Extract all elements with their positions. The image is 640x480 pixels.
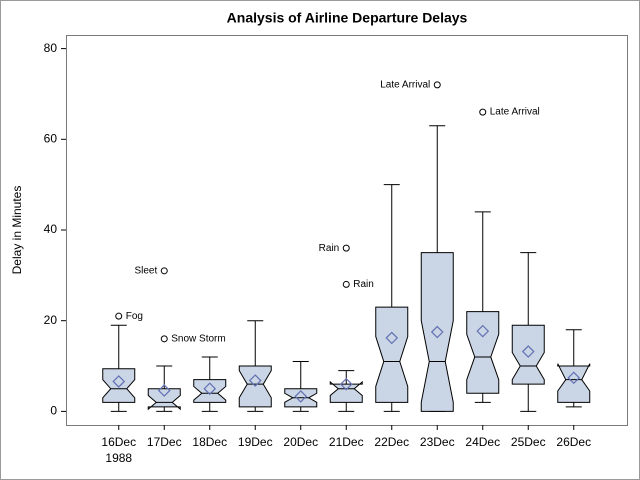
x-tick-label: 21Dec xyxy=(329,435,364,449)
mean-marker xyxy=(294,390,308,403)
x-tick-label: 18Dec xyxy=(192,435,227,449)
box xyxy=(511,324,545,385)
box xyxy=(329,380,363,403)
x-tick-label: 23Dec xyxy=(420,435,455,449)
x-tick-label: 24Dec xyxy=(465,435,500,449)
mean-marker xyxy=(248,374,262,387)
box xyxy=(193,379,227,403)
outlier-label: Rain xyxy=(353,279,374,290)
x-tick-label: 20Dec xyxy=(283,435,318,449)
outlier xyxy=(160,335,168,343)
outlier xyxy=(433,81,441,89)
mean-marker xyxy=(203,382,217,396)
box xyxy=(466,311,500,394)
outlier-label: Late Arrival xyxy=(380,80,430,91)
outlier xyxy=(342,280,350,288)
outlier xyxy=(115,312,123,320)
y-tick-label: 20 xyxy=(44,313,58,327)
x-sublabel: 1988 xyxy=(105,451,132,465)
y-axis-label: Delay in Minutes xyxy=(10,186,24,275)
box xyxy=(420,252,454,412)
x-tick-label: 22Dec xyxy=(374,435,409,449)
mean-marker xyxy=(157,384,171,397)
y-tick-label: 80 xyxy=(44,41,58,55)
outlier-label: Sleet xyxy=(134,265,157,276)
y-tick-label: 0 xyxy=(50,404,57,418)
box xyxy=(375,306,409,403)
mean-marker xyxy=(112,375,126,388)
mean-marker xyxy=(339,377,353,391)
chart-title: Analysis of Airline Departure Delays xyxy=(227,10,468,26)
outlier-label: Late Arrival xyxy=(490,107,540,118)
x-tick-label: 16Dec xyxy=(101,435,136,449)
mean-marker xyxy=(385,331,399,345)
x-tick-label: 19Dec xyxy=(238,435,273,449)
mean-marker xyxy=(567,371,581,385)
mean-marker xyxy=(430,325,444,339)
box xyxy=(102,368,136,403)
box xyxy=(147,388,181,411)
x-tick-label: 26Dec xyxy=(556,435,591,449)
outlier-label: Fog xyxy=(126,311,143,322)
mean-marker xyxy=(521,345,535,358)
outlier xyxy=(479,108,487,116)
outlier-label: Rain xyxy=(319,243,340,254)
x-tick-label: 17Dec xyxy=(147,435,182,449)
plot-area xyxy=(66,35,628,426)
x-tick-label: 25Dec xyxy=(511,435,546,449)
y-tick-label: 60 xyxy=(44,131,58,145)
outlier-label: Snow Storm xyxy=(171,333,225,344)
outlier xyxy=(160,267,168,275)
y-tick-label: 40 xyxy=(44,222,58,236)
outlier xyxy=(342,244,350,252)
mean-marker xyxy=(476,324,490,338)
